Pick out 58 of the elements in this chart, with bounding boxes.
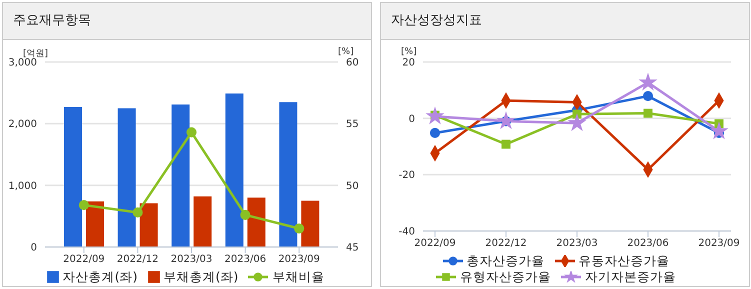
bar — [247, 198, 266, 247]
bar — [279, 102, 298, 247]
legend-label: 총자산증가율 — [466, 253, 544, 269]
point — [426, 106, 444, 124]
point — [638, 72, 658, 91]
y-tick-label: -40 — [398, 226, 415, 238]
y2-tick-label: 45 — [346, 242, 359, 254]
x-tick-label: 2023/09 — [278, 254, 320, 266]
x-tick-label: 2022/09 — [63, 254, 105, 266]
x-tick-label: 2022/12 — [485, 238, 527, 250]
x-tick-label: 2023/06 — [224, 254, 266, 266]
bar — [194, 196, 212, 247]
y-tick-label: 0 — [30, 242, 37, 254]
point — [496, 111, 516, 130]
y-tick-label: 20 — [402, 58, 415, 69]
legend-label: 부채비율 — [271, 269, 324, 285]
bar — [64, 107, 82, 247]
chart-title: 주요재무항목 — [3, 3, 371, 40]
y-axis-title: [억원] — [23, 48, 48, 59]
y-axis-title: [%] — [401, 47, 417, 57]
legend-label: 유형자산증가율 — [459, 269, 551, 285]
x-tick-label: 2022/12 — [116, 254, 158, 266]
x-tick-label: 2023/03 — [170, 254, 212, 266]
x-tick-label: 2023/03 — [556, 238, 598, 250]
point — [642, 91, 654, 102]
legend-label: 자산총계(좌) — [62, 269, 138, 285]
point — [294, 223, 304, 234]
bar — [301, 200, 320, 247]
legend-label: 부채총계(좌) — [162, 269, 238, 285]
point — [240, 210, 250, 220]
point — [502, 140, 510, 149]
point — [78, 200, 89, 210]
x-tick-label: 2023/09 — [698, 238, 740, 250]
bar — [172, 104, 190, 247]
y2-tick-label: 60 — [346, 58, 359, 69]
y2-axis-title: [%] — [338, 47, 354, 57]
x-tick-label: 2023/06 — [627, 238, 669, 250]
point — [644, 108, 652, 118]
y-tick-label: 3,000 — [8, 58, 37, 69]
point — [132, 207, 143, 218]
y-tick-label: 2,000 — [8, 119, 37, 130]
legend-label: 유동자산증가율 — [578, 253, 670, 269]
point — [430, 128, 440, 138]
bar — [86, 201, 104, 247]
legend-label: 자기자본증가율 — [584, 269, 676, 285]
y2-tick-label: 50 — [346, 180, 359, 192]
bar — [225, 93, 244, 247]
y-tick-label: 0 — [408, 114, 415, 125]
chart-title: 자산성장성지표 — [381, 3, 749, 40]
point — [568, 113, 586, 132]
bar — [118, 108, 136, 247]
y2-tick-label: 55 — [346, 119, 359, 130]
x-tick-label: 2022/09 — [414, 238, 456, 250]
point — [186, 127, 197, 138]
y-tick-label: -20 — [398, 170, 415, 182]
bar — [140, 203, 158, 247]
y-tick-label: 1,000 — [8, 180, 37, 192]
point — [710, 121, 728, 140]
